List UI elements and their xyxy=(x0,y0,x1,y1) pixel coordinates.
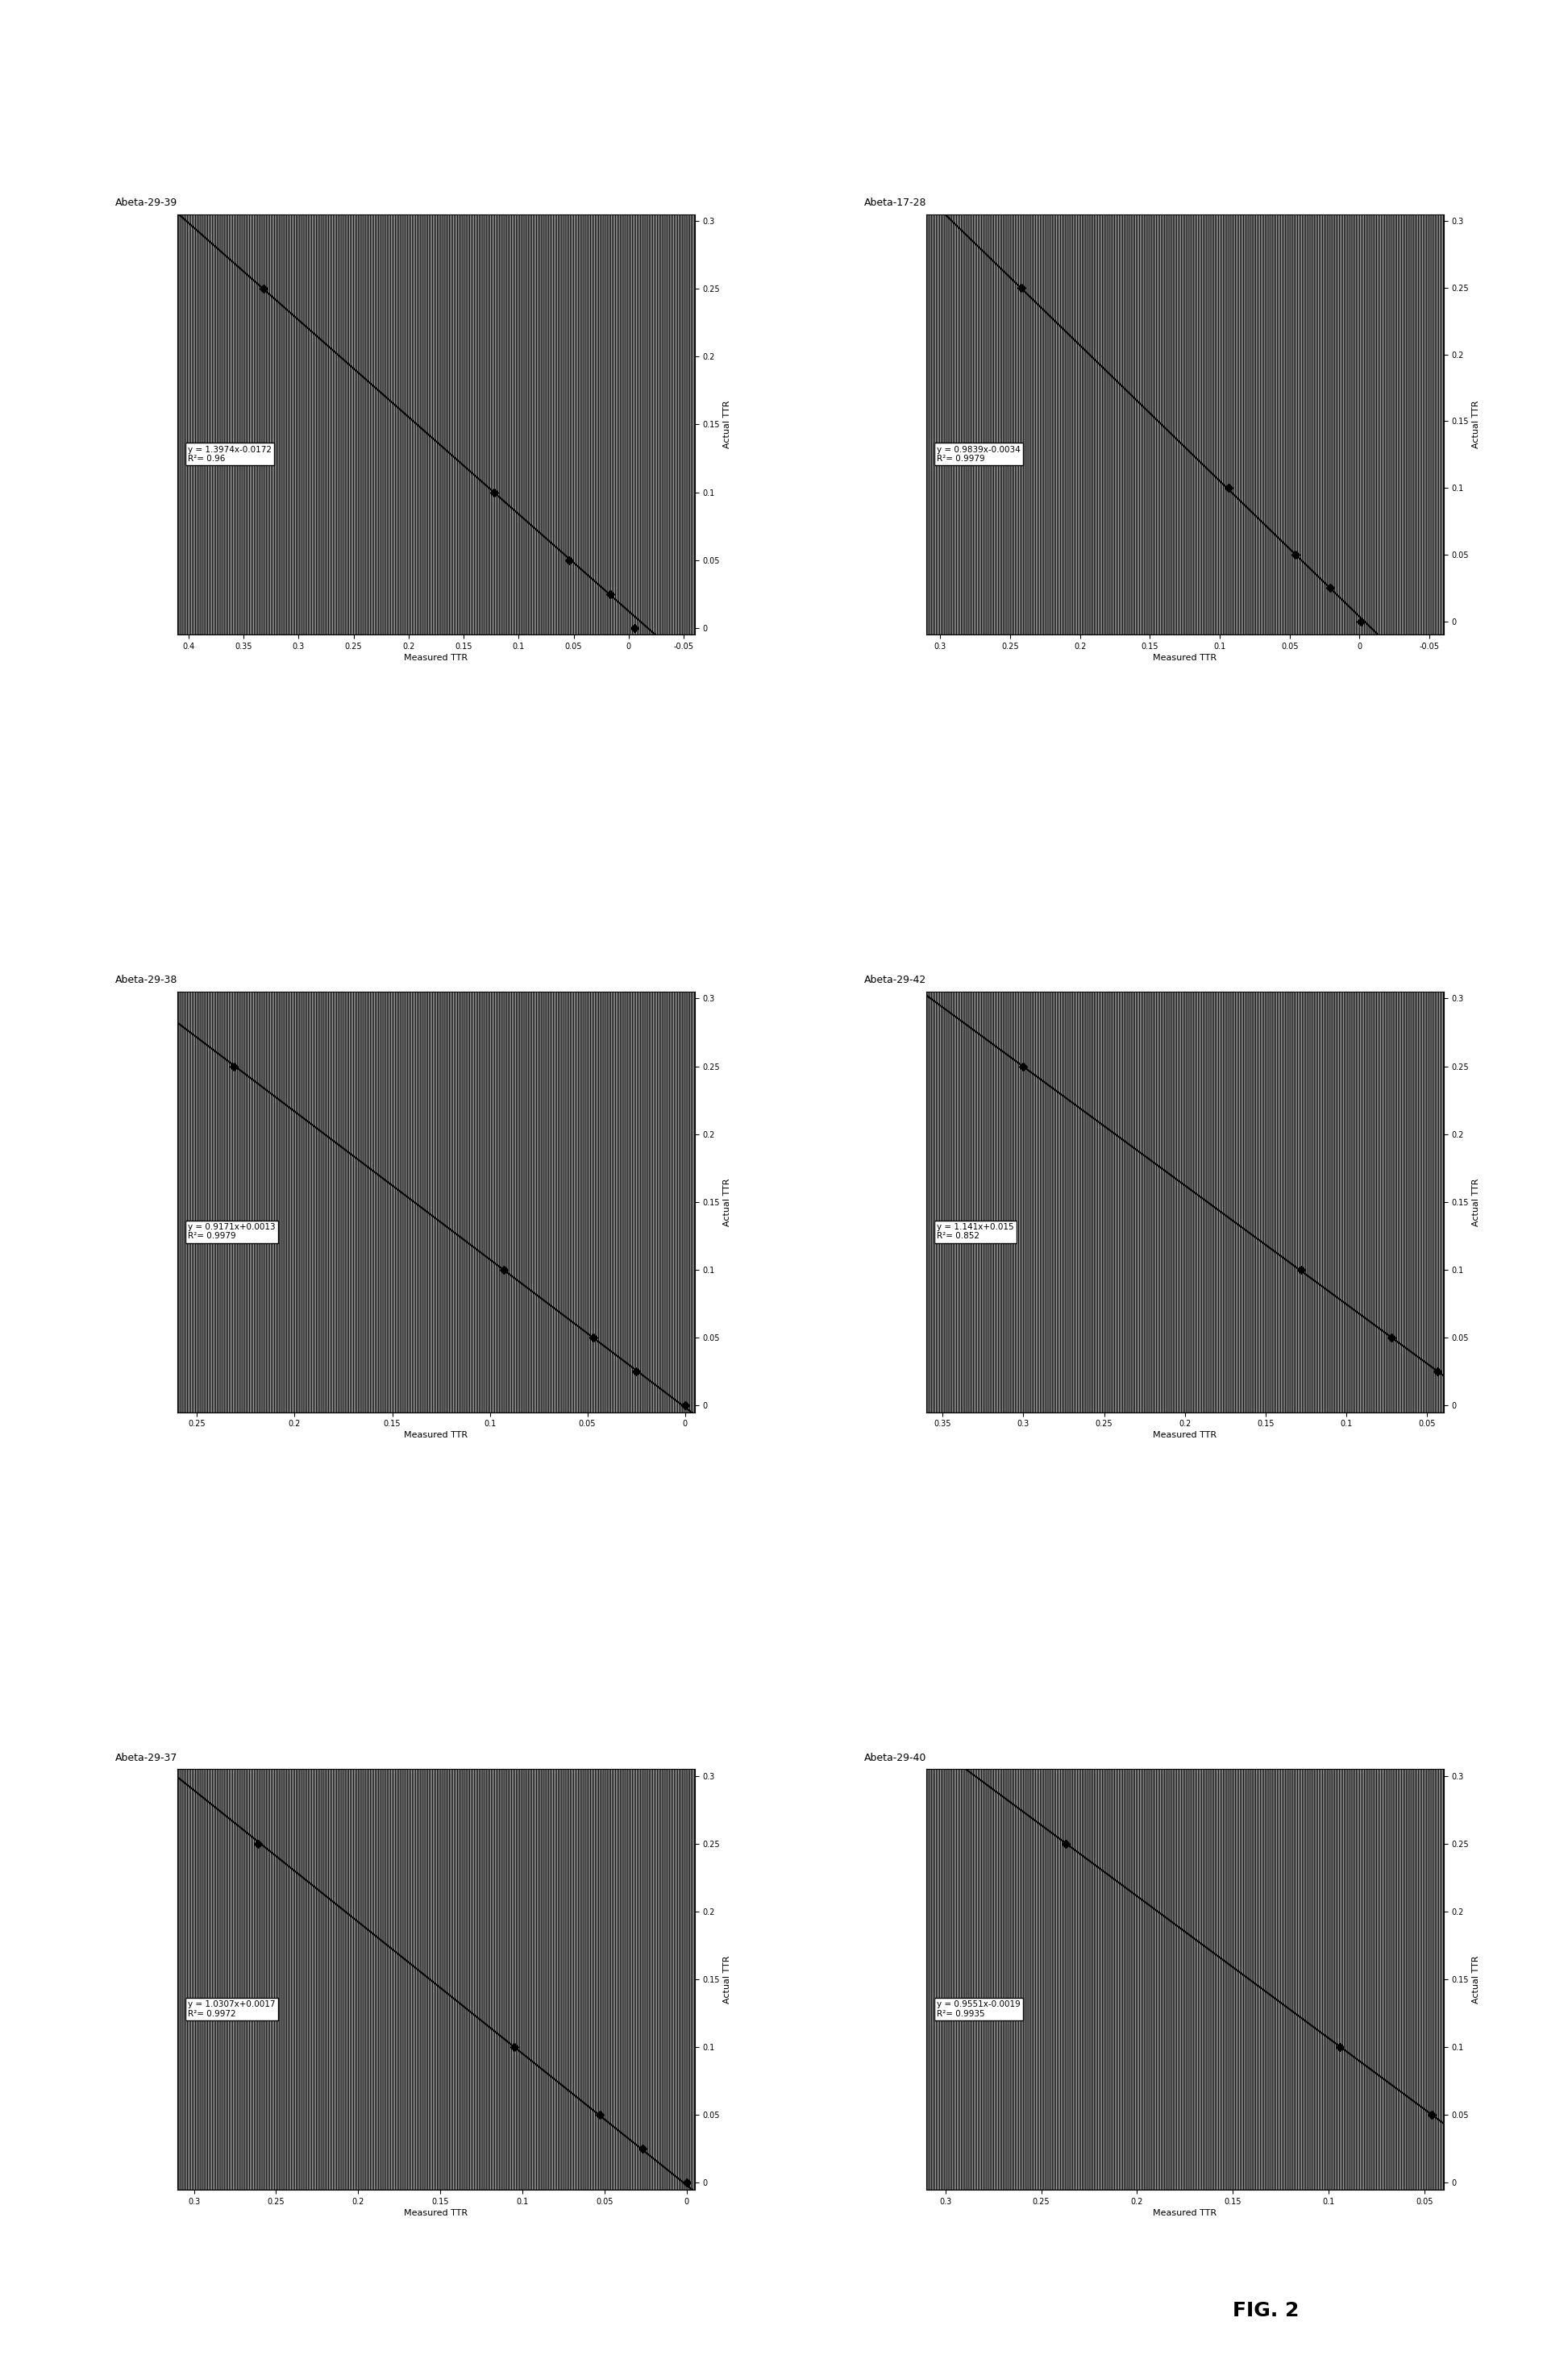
Text: y = 1.141x+0.015
R²= 0.852: y = 1.141x+0.015 R²= 0.852 xyxy=(937,1223,1014,1240)
X-axis label: Measured TTR: Measured TTR xyxy=(1153,2209,1216,2216)
Y-axis label: Actual TTR: Actual TTR xyxy=(1472,1956,1480,2004)
Text: y = 1.3974x-0.0172
R²= 0.96: y = 1.3974x-0.0172 R²= 0.96 xyxy=(188,445,272,462)
Text: Abeta-29-38: Abeta-29-38 xyxy=(116,976,177,985)
Text: y = 1.0307x+0.0017
R²= 0.9972: y = 1.0307x+0.0017 R²= 0.9972 xyxy=(188,1999,275,2018)
Y-axis label: Actual TTR: Actual TTR xyxy=(724,400,731,447)
X-axis label: Measured TTR: Measured TTR xyxy=(1153,654,1216,662)
Text: Abeta-29-40: Abeta-29-40 xyxy=(864,1752,926,1764)
Text: Abeta-29-39: Abeta-29-39 xyxy=(116,198,177,207)
Text: FIG. 2: FIG. 2 xyxy=(1231,2301,1299,2320)
Text: y = 0.9839x-0.0034
R²= 0.9979: y = 0.9839x-0.0034 R²= 0.9979 xyxy=(937,445,1020,462)
Text: y = 0.9171x+0.0013
R²= 0.9979: y = 0.9171x+0.0013 R²= 0.9979 xyxy=(188,1223,275,1240)
Y-axis label: Actual TTR: Actual TTR xyxy=(1472,1178,1480,1226)
Y-axis label: Actual TTR: Actual TTR xyxy=(724,1956,731,2004)
X-axis label: Measured TTR: Measured TTR xyxy=(404,2209,468,2216)
Y-axis label: Actual TTR: Actual TTR xyxy=(1472,400,1480,447)
X-axis label: Measured TTR: Measured TTR xyxy=(404,1430,468,1440)
Text: Abeta-17-28: Abeta-17-28 xyxy=(864,198,926,207)
X-axis label: Measured TTR: Measured TTR xyxy=(1153,1430,1216,1440)
Text: Abeta-29-37: Abeta-29-37 xyxy=(116,1752,177,1764)
X-axis label: Measured TTR: Measured TTR xyxy=(404,654,468,662)
Text: y = 0.9551x-0.0019
R²= 0.9935: y = 0.9551x-0.0019 R²= 0.9935 xyxy=(937,1999,1020,2018)
Y-axis label: Actual TTR: Actual TTR xyxy=(724,1178,731,1226)
Text: Abeta-29-42: Abeta-29-42 xyxy=(864,976,926,985)
